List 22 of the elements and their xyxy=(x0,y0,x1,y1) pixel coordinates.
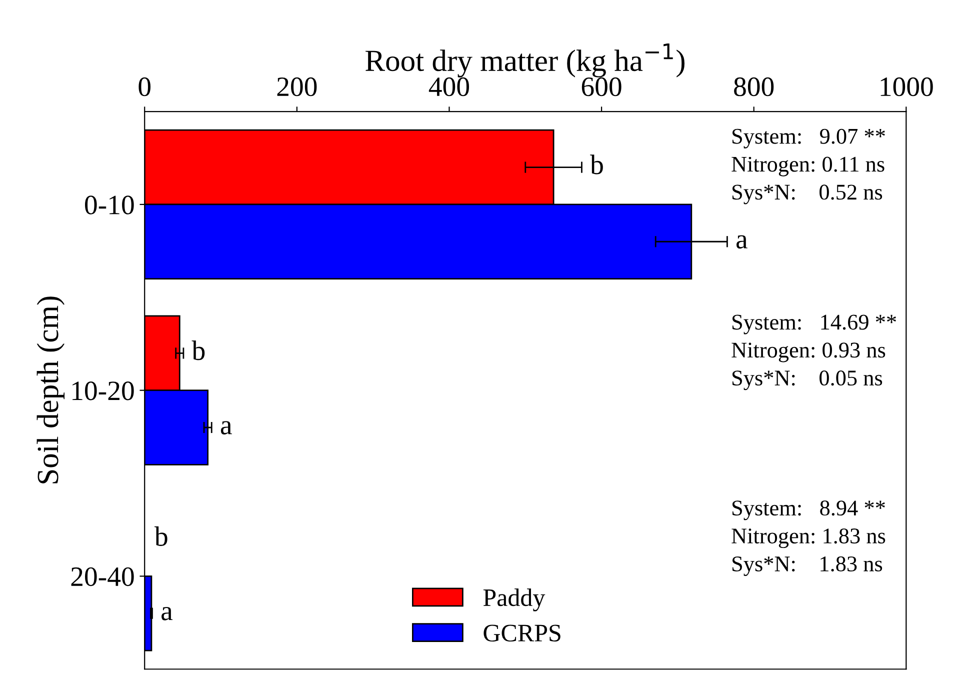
annotation: b xyxy=(154,526,168,546)
annotation: a xyxy=(220,421,232,434)
x-tick-label: 400 xyxy=(428,77,469,96)
y-tick-label: 20-40 xyxy=(71,567,134,586)
annotation: System: 9.07 ** Nitrogen: 0.11 ns Sys*N: 0.52 ns xyxy=(732,128,885,204)
x-tick-label: 1000 xyxy=(880,77,933,96)
y-tick-label: 10-20 xyxy=(72,381,134,400)
x-tick-label: 600 xyxy=(582,77,622,96)
legend-label: Paddy xyxy=(483,588,546,612)
annotation: a xyxy=(162,607,172,620)
y-tick-label: 0-10 xyxy=(85,196,134,214)
annotation: System: 14.69 ** Nitrogen: 0.93 ns Sys*N: 0.05 ns xyxy=(732,314,896,390)
x-tick-label: 0 xyxy=(138,77,150,96)
annotation: a xyxy=(736,235,748,249)
annotation: b xyxy=(590,154,603,174)
legend-label: GCRPS xyxy=(484,624,560,642)
x-tick-label: 800 xyxy=(734,77,774,96)
annotation: System: 8.94 ** Nitrogen: 1.83 ns Sys*N: 1.83 ns xyxy=(732,500,886,576)
annotation: b xyxy=(192,340,205,360)
y-axis-title: Soil depth (cm) xyxy=(36,296,65,484)
x-axis-title: Root dry matter (kg ha$^{−1}$) xyxy=(366,44,684,78)
x-tick-label: 200 xyxy=(277,77,317,96)
